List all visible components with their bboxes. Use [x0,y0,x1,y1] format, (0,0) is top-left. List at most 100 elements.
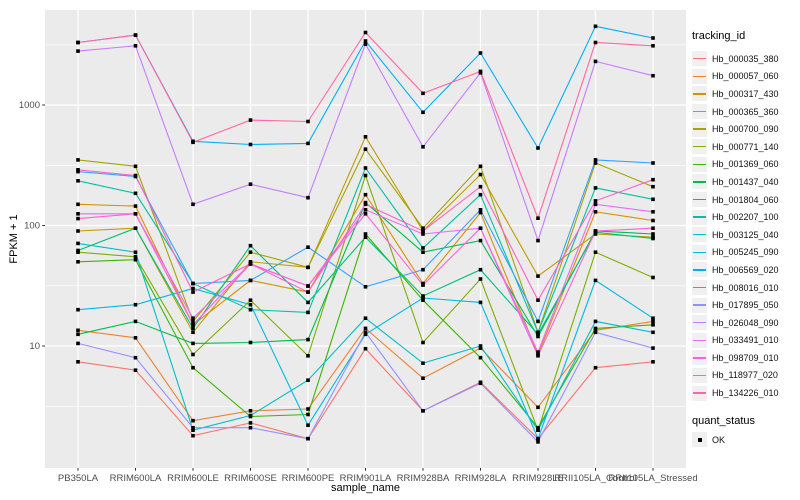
data-point [133,173,138,178]
legend-key [692,209,707,225]
data-point [306,300,310,305]
data-point [133,302,138,307]
data-point [248,413,253,418]
data-point [76,40,80,45]
legend-item-label: Hb_118977_020 [712,370,778,381]
legend-item-label: Hb_006569_020 [712,264,779,275]
data-point [536,319,540,324]
legend-item-label: OK [712,434,726,445]
legend-line-swatch [693,110,706,113]
y-tick-label: 1000 [19,100,40,111]
data-point [133,204,138,208]
data-point [651,316,655,320]
legend-line-swatch [693,357,706,359]
data-point [248,262,253,266]
data-point [536,425,540,430]
legend: tracking_id Hb_000035_380 Hb_000057_060 Hb… [692,30,798,448]
legend-key [692,156,707,172]
data-point [76,307,80,312]
legend-line-swatch [693,58,706,60]
data-point [191,316,195,320]
data-point [363,232,368,236]
legend-item-label: Hb_008016_010 [712,282,779,293]
data-point [593,278,598,283]
data-point [421,296,425,300]
legend-key [692,297,707,313]
data-point [651,184,655,189]
data-point [76,328,80,333]
legend-item-Hb_000771_140: Hb_000771_140 [692,138,798,156]
legend-line-swatch [693,163,706,166]
data-point [248,142,253,147]
data-point [248,340,253,345]
data-point [651,323,655,327]
data-point [593,202,598,207]
legend-item-label: Hb_002207_100 [712,212,779,223]
legend-item-label: Hb_134226_010 [712,388,779,399]
data-point [248,182,253,186]
data-point [536,405,540,410]
data-point [363,208,368,212]
legend-key [692,139,707,155]
data-point [651,73,655,78]
legend-line-swatch [693,251,706,254]
data-point [191,418,195,423]
legend-item-ok: OK [692,431,798,449]
data-point [651,236,655,241]
data-point [248,307,253,312]
data-point [421,267,425,272]
data-point [593,161,598,165]
legend-line-swatch [693,234,706,236]
data-point [651,275,655,280]
data-point [133,257,138,262]
data-point [478,226,483,230]
data-point [76,49,80,53]
data-point [191,202,195,207]
x-tick-label: RRIM600PE [282,473,335,484]
data-point [421,145,425,149]
data-point [593,319,598,324]
data-point [248,409,253,413]
data-point [363,42,368,46]
data-point [536,350,540,354]
legend-item-label: Hb_017895_050 [712,300,779,311]
legend-line-swatch [693,128,706,130]
data-point [306,378,310,382]
x-tick-label: RRIM928LE [512,473,564,484]
data-point [478,172,483,177]
legend-item-label: Hb_000317_430 [712,88,779,99]
data-point [363,212,368,216]
data-point [651,346,655,350]
data-point [478,69,483,74]
data-point [76,212,80,216]
data-point [421,376,425,380]
data-point [421,340,425,345]
x-axis-title: sample_name [330,482,401,494]
legend-item-Hb_033491_010: Hb_033491_010 [692,332,798,350]
data-point [191,330,195,335]
legend-key [692,332,707,348]
data-point [248,250,253,254]
data-point [306,245,310,249]
data-point [536,330,540,335]
data-point [248,302,253,307]
legend-key [692,86,707,102]
x-tick-label: RRIM600LA [110,473,162,484]
legend-item-Hb_000057_060: Hb_000057_060 [692,68,798,86]
legend-title-quant-status: quant_status [692,414,755,427]
data-point [478,184,483,189]
legend-item-label: Hb_003125_040 [712,229,779,240]
data-point [536,436,540,441]
data-point [191,323,195,327]
data-point [536,298,540,302]
legend-title-tracking-id: tracking_id [692,30,746,42]
data-point [248,278,253,283]
data-point [651,177,655,182]
legend-key [692,104,707,120]
data-point [593,158,598,162]
data-point [363,316,368,320]
data-point [478,164,483,169]
data-point [191,286,195,291]
legend-item-label: Hb_000365_360 [712,106,779,117]
legend-item-label: Hb_005245_090 [712,247,779,258]
